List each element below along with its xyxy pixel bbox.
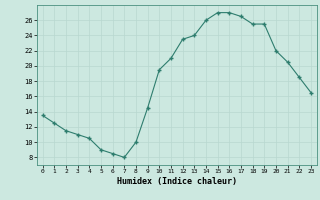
X-axis label: Humidex (Indice chaleur): Humidex (Indice chaleur) — [117, 177, 237, 186]
